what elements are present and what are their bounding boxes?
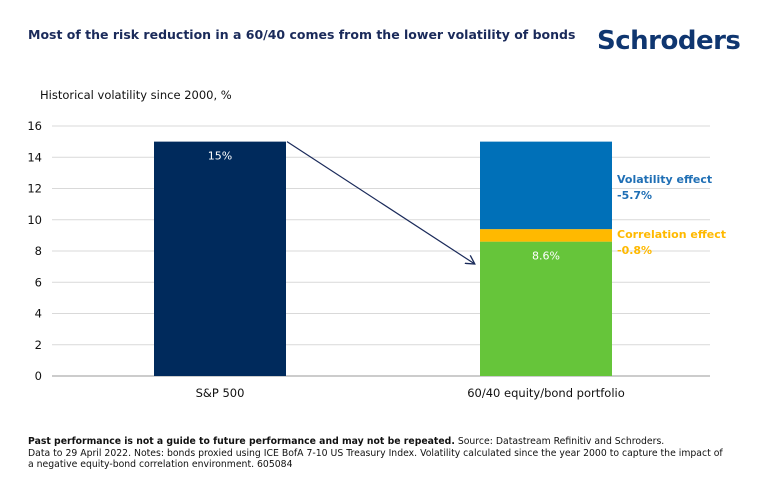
y-tick-label: 16 — [27, 119, 42, 133]
bar-segment — [480, 229, 612, 242]
annotation-title: Volatility effect — [617, 173, 712, 186]
annotation-value: -0.8% — [617, 244, 652, 257]
bar-chart: 0 2 4 6 8 10 12 14 16 15% S&P 500 8.6% 60/40 equity/… — [27, 119, 726, 400]
y-tick-label: 14 — [27, 150, 42, 164]
bar-segment — [480, 241, 612, 376]
x-tick-label: S&P 500 — [196, 386, 245, 400]
bar-segment — [154, 141, 286, 376]
footnote-disclaimer: Past performance is not a guide to futur… — [28, 436, 455, 447]
transition-arrow — [286, 141, 474, 264]
annotation-value: -5.7% — [617, 189, 652, 202]
data-label: 8.6% — [532, 250, 560, 263]
annotation-title: Correlation effect — [617, 228, 726, 241]
y-tick-label: 12 — [27, 182, 42, 196]
schroders-logo: Schroders — [597, 26, 741, 56]
chart-subtitle: Historical volatility since 2000, % — [40, 88, 232, 102]
footnote: Past performance is not a guide to futur… — [28, 436, 728, 471]
bar-segment — [480, 141, 612, 230]
footnote-source: Source: Datastream Refinitiv and Schrode… — [454, 436, 665, 447]
y-tick-label: 6 — [35, 275, 42, 289]
data-label: 15% — [208, 150, 232, 163]
y-tick-label: 10 — [27, 213, 42, 227]
y-tick-label: 2 — [35, 338, 42, 352]
chart-title: Most of the risk reduction in a 60/40 co… — [28, 27, 576, 42]
x-tick-label: 60/40 equity/bond portfolio — [467, 386, 625, 400]
y-tick-label: 4 — [35, 307, 42, 321]
footnote-notes: Data to 29 April 2022. Notes: bonds prox… — [28, 447, 723, 471]
y-tick-label: 8 — [35, 244, 42, 258]
y-tick-label: 0 — [35, 369, 42, 383]
